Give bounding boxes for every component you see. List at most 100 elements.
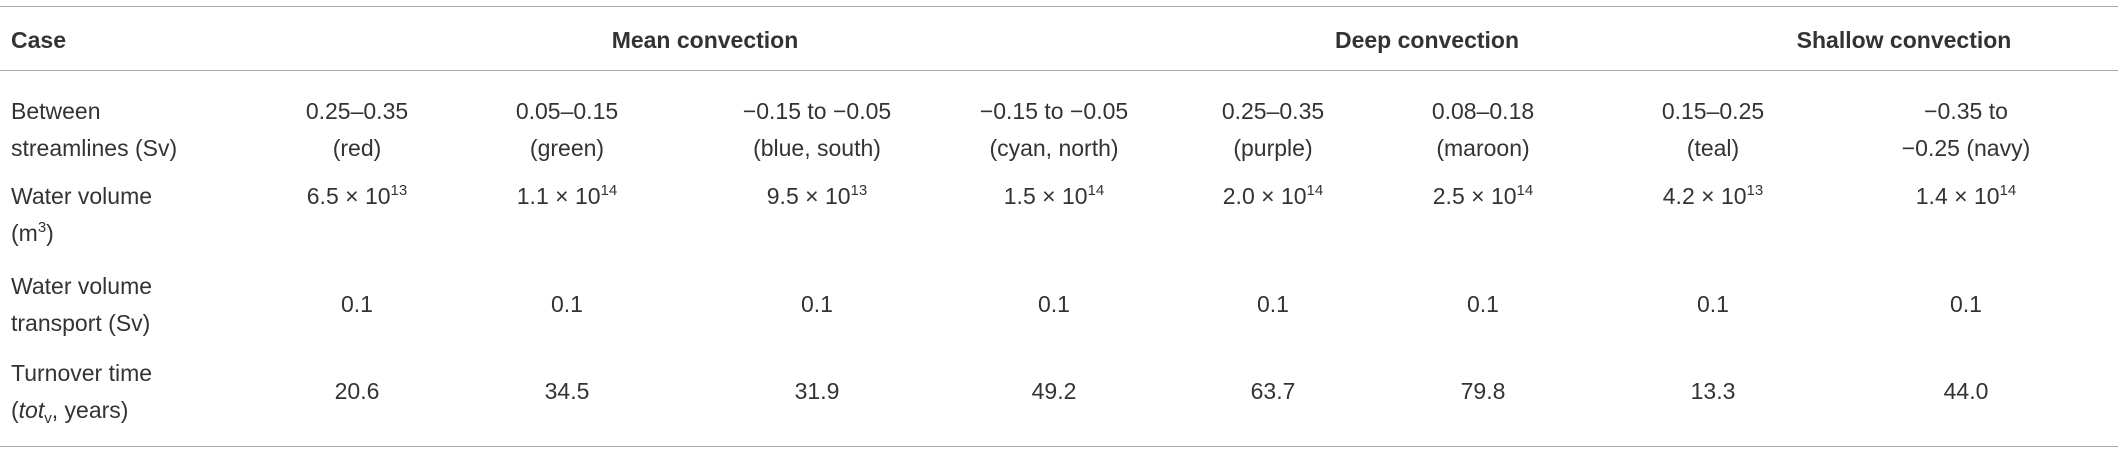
table-cell: 0.25–0.35 (red) xyxy=(237,93,477,167)
header-group: Deep convection xyxy=(1334,27,1520,53)
cell-line: (red) xyxy=(237,130,477,167)
text: 63.7 xyxy=(1250,378,1296,404)
text: 4.2 × 10 xyxy=(1662,183,1747,209)
text: 13.3 xyxy=(1690,378,1736,404)
cell-line: 1.5 × 1014 xyxy=(934,178,1174,215)
table-cell: 1.4 × 1014 xyxy=(1846,178,2086,215)
cell-line: Water volume xyxy=(11,178,152,215)
text: 1.5 × 10 xyxy=(1003,183,1088,209)
cell-line: Water volume xyxy=(11,268,152,305)
sup: 13 xyxy=(1746,182,1764,199)
cell-line: 0.1 xyxy=(1153,286,1393,323)
text: 0.1 xyxy=(341,291,373,317)
cell-line: −0.15 to −0.05 xyxy=(934,93,1174,130)
top-rule xyxy=(0,6,2118,7)
table-cell: 1.5 × 1014 xyxy=(934,178,1174,215)
text: (purple) xyxy=(1233,135,1313,161)
cell-line: 1.4 × 1014 xyxy=(1846,178,2086,215)
cell-line: 0.1 xyxy=(1363,286,1603,323)
text: (teal) xyxy=(1686,135,1740,161)
table-cell: 34.5 xyxy=(447,373,687,410)
header-rule xyxy=(0,70,2118,71)
cell-line: (cyan, north) xyxy=(934,130,1174,167)
text: 0.1 xyxy=(1467,291,1499,317)
text: 0.1 xyxy=(1697,291,1729,317)
row-label: Turnover time (totv, years) xyxy=(11,355,152,429)
table-cell: 49.2 xyxy=(934,373,1174,410)
cell-line: 63.7 xyxy=(1153,373,1393,410)
table-cell: 20.6 xyxy=(237,373,477,410)
cell-line: 9.5 × 1013 xyxy=(697,178,937,215)
row-label: Water volume transport (Sv) xyxy=(11,268,152,342)
text: 0.1 xyxy=(1038,291,1070,317)
cell-line: 0.1 xyxy=(447,286,687,323)
table-cell: −0.15 to −0.05 (cyan, north) xyxy=(934,93,1174,167)
text: 79.8 xyxy=(1460,378,1506,404)
cell-line: −0.25 (navy) xyxy=(1846,130,2086,167)
table-cell: 1.1 × 1014 xyxy=(447,178,687,215)
row-label: Water volume (m3) xyxy=(11,178,152,252)
text: 0.25–0.35 xyxy=(1221,98,1325,124)
cell-line: 6.5 × 1013 xyxy=(237,178,477,215)
cell-line: 0.05–0.15 xyxy=(447,93,687,130)
text: −0.15 to −0.05 xyxy=(742,98,892,124)
header-case: Case xyxy=(11,27,66,53)
text: −0.35 to xyxy=(1924,98,2008,124)
cell-line: (teal) xyxy=(1593,130,1833,167)
text: (m xyxy=(11,220,38,246)
text: Water volume xyxy=(11,273,153,299)
table-cell: 0.25–0.35 (purple) xyxy=(1153,93,1393,167)
text: (green) xyxy=(529,135,605,161)
cell-line: 44.0 xyxy=(1846,373,2086,410)
text: 49.2 xyxy=(1031,378,1077,404)
text: 2.0 × 10 xyxy=(1222,183,1307,209)
text: ) xyxy=(46,220,54,246)
text: −0.25 (navy) xyxy=(1901,135,2031,161)
text: 6.5 × 10 xyxy=(306,183,391,209)
sub: v xyxy=(44,410,52,427)
text: transport (Sv) xyxy=(11,310,151,336)
cell-line: 49.2 xyxy=(934,373,1174,410)
cell-line: 0.25–0.35 xyxy=(1153,93,1393,130)
cell-line: 13.3 xyxy=(1593,373,1833,410)
cell-line: 2.0 × 1014 xyxy=(1153,178,1393,215)
text: (cyan, north) xyxy=(989,135,1119,161)
cell-line: 0.1 xyxy=(697,286,937,323)
table-cell: 0.1 xyxy=(1153,286,1393,323)
cell-line: (blue, south) xyxy=(697,130,937,167)
table-cell: 13.3 xyxy=(1593,373,1833,410)
cell-line: (maroon) xyxy=(1363,130,1603,167)
table-cell: 0.1 xyxy=(697,286,937,323)
cell-line: (purple) xyxy=(1153,130,1393,167)
table-cell: 6.5 × 1013 xyxy=(237,178,477,215)
cell-line: 0.1 xyxy=(237,286,477,323)
text: 20.6 xyxy=(334,378,380,404)
cell-line: 31.9 xyxy=(697,373,937,410)
sup: 3 xyxy=(37,219,47,236)
table-cell: 0.1 xyxy=(447,286,687,323)
text: 44.0 xyxy=(1943,378,1989,404)
cell-line: 2.5 × 1014 xyxy=(1363,178,1603,215)
cell-line: 0.1 xyxy=(934,286,1174,323)
cell-line: 0.25–0.35 xyxy=(237,93,477,130)
text: 0.15–0.25 xyxy=(1661,98,1765,124)
table-cell: 9.5 × 1013 xyxy=(697,178,937,215)
text: ( xyxy=(11,397,19,423)
table-cell: 0.05–0.15 (green) xyxy=(447,93,687,167)
table-cell: 44.0 xyxy=(1846,373,2086,410)
cell-line: 1.1 × 1014 xyxy=(447,178,687,215)
table-cell: 31.9 xyxy=(697,373,937,410)
sup: 13 xyxy=(390,182,408,199)
table-cell: 63.7 xyxy=(1153,373,1393,410)
text: 9.5 × 10 xyxy=(766,183,851,209)
table-cell: −0.35 to −0.25 (navy) xyxy=(1846,93,2086,167)
sup: 14 xyxy=(600,182,618,199)
text: 1.4 × 10 xyxy=(1915,183,2000,209)
text: 0.25–0.35 xyxy=(305,98,409,124)
cell-line: Between xyxy=(11,93,177,130)
text: (maroon) xyxy=(1436,135,1530,161)
cell-line: −0.15 to −0.05 xyxy=(697,93,937,130)
header-group: Shallow convection xyxy=(1796,27,2012,53)
header-group: Mean convection xyxy=(611,27,799,53)
